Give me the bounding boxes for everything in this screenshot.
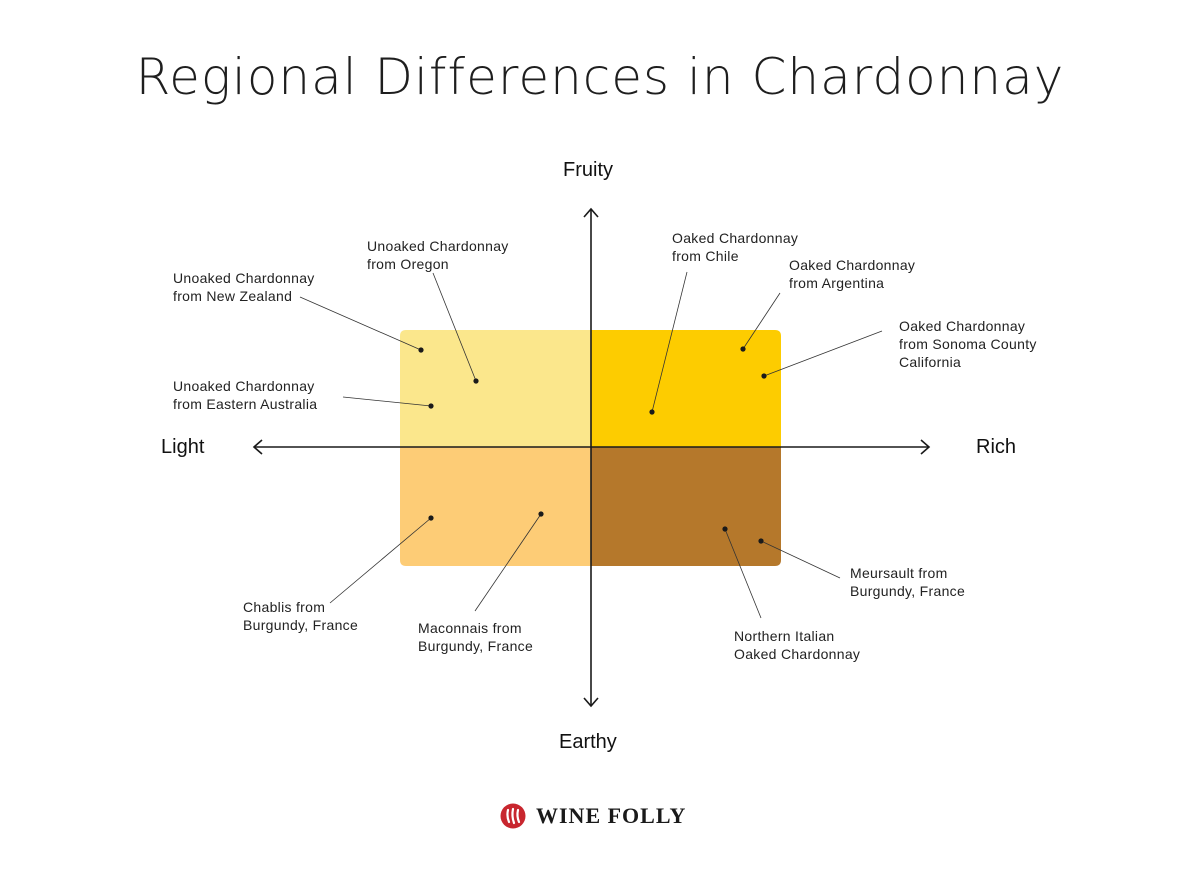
leader-line-eastern-australia xyxy=(342,396,432,407)
point-argentina xyxy=(740,346,746,352)
point-chablis xyxy=(428,515,434,521)
label-sonoma: Oaked Chardonnay from Sonoma County Cali… xyxy=(899,318,1037,370)
label-chablis: Chablis from Burgundy, France xyxy=(243,599,359,633)
wine-folly-logo-icon xyxy=(500,803,526,829)
leader-line-argentina xyxy=(742,292,781,350)
leader-line-oregon xyxy=(432,272,477,382)
point-nz xyxy=(418,347,424,353)
label-eastern-australia: Unoaked Chardonnay from Eastern Australi… xyxy=(173,378,318,412)
label-maconnais: Maconnais from Burgundy, France xyxy=(418,620,534,654)
leader-line-northern-italian xyxy=(724,528,762,619)
axis-label-fruity: Fruity xyxy=(563,159,613,181)
point-maconnais xyxy=(538,511,544,517)
point-northern-italian xyxy=(722,526,728,532)
quadrant-light-fruity xyxy=(400,330,591,447)
arrow-up-icon xyxy=(583,207,599,218)
leader-line-nz xyxy=(299,296,422,351)
axis-label-rich: Rich xyxy=(976,436,1017,458)
leader-line-chablis xyxy=(329,517,432,604)
label-oregon: Unoaked Chardonnay from Oregon xyxy=(367,238,509,272)
leader-line-maconnais xyxy=(474,513,542,612)
data-points xyxy=(418,346,767,544)
point-eastern-australia xyxy=(428,403,434,409)
quadrant-rich-earthy xyxy=(591,447,781,566)
brand-name: WINE FOLLY xyxy=(536,803,687,828)
quadrant-rich-fruity xyxy=(591,330,781,447)
quadrant-light-earthy xyxy=(400,447,591,566)
axes xyxy=(252,207,931,708)
leader-line-meursault xyxy=(760,540,841,579)
label-chile: Oaked Chardonnay from Chile xyxy=(672,230,799,264)
point-oregon xyxy=(473,378,479,384)
axis-label-light: Light xyxy=(161,436,205,458)
page-title: Regional Differences in Chardonnay xyxy=(135,48,1065,106)
point-chile xyxy=(649,409,655,415)
leader-line-chile xyxy=(651,271,688,413)
label-meursault: Meursault from Burgundy, France xyxy=(850,565,966,599)
point-sonoma xyxy=(761,373,767,379)
arrow-down-icon xyxy=(583,697,599,708)
axis-label-earthy: Earthy xyxy=(559,731,617,753)
leader-lines xyxy=(299,271,883,619)
point-meursault xyxy=(758,538,764,544)
leader-line-sonoma xyxy=(763,330,883,377)
label-argentina: Oaked Chardonnay from Argentina xyxy=(789,257,916,291)
brand-logo: WINE FOLLY xyxy=(500,801,686,831)
arrow-left-icon xyxy=(252,439,263,455)
arrow-right-icon xyxy=(920,439,931,455)
label-northern-italian: Northern Italian Oaked Chardonnay xyxy=(734,628,861,662)
label-new-zealand: Unoaked Chardonnay from New Zealand xyxy=(173,270,315,304)
